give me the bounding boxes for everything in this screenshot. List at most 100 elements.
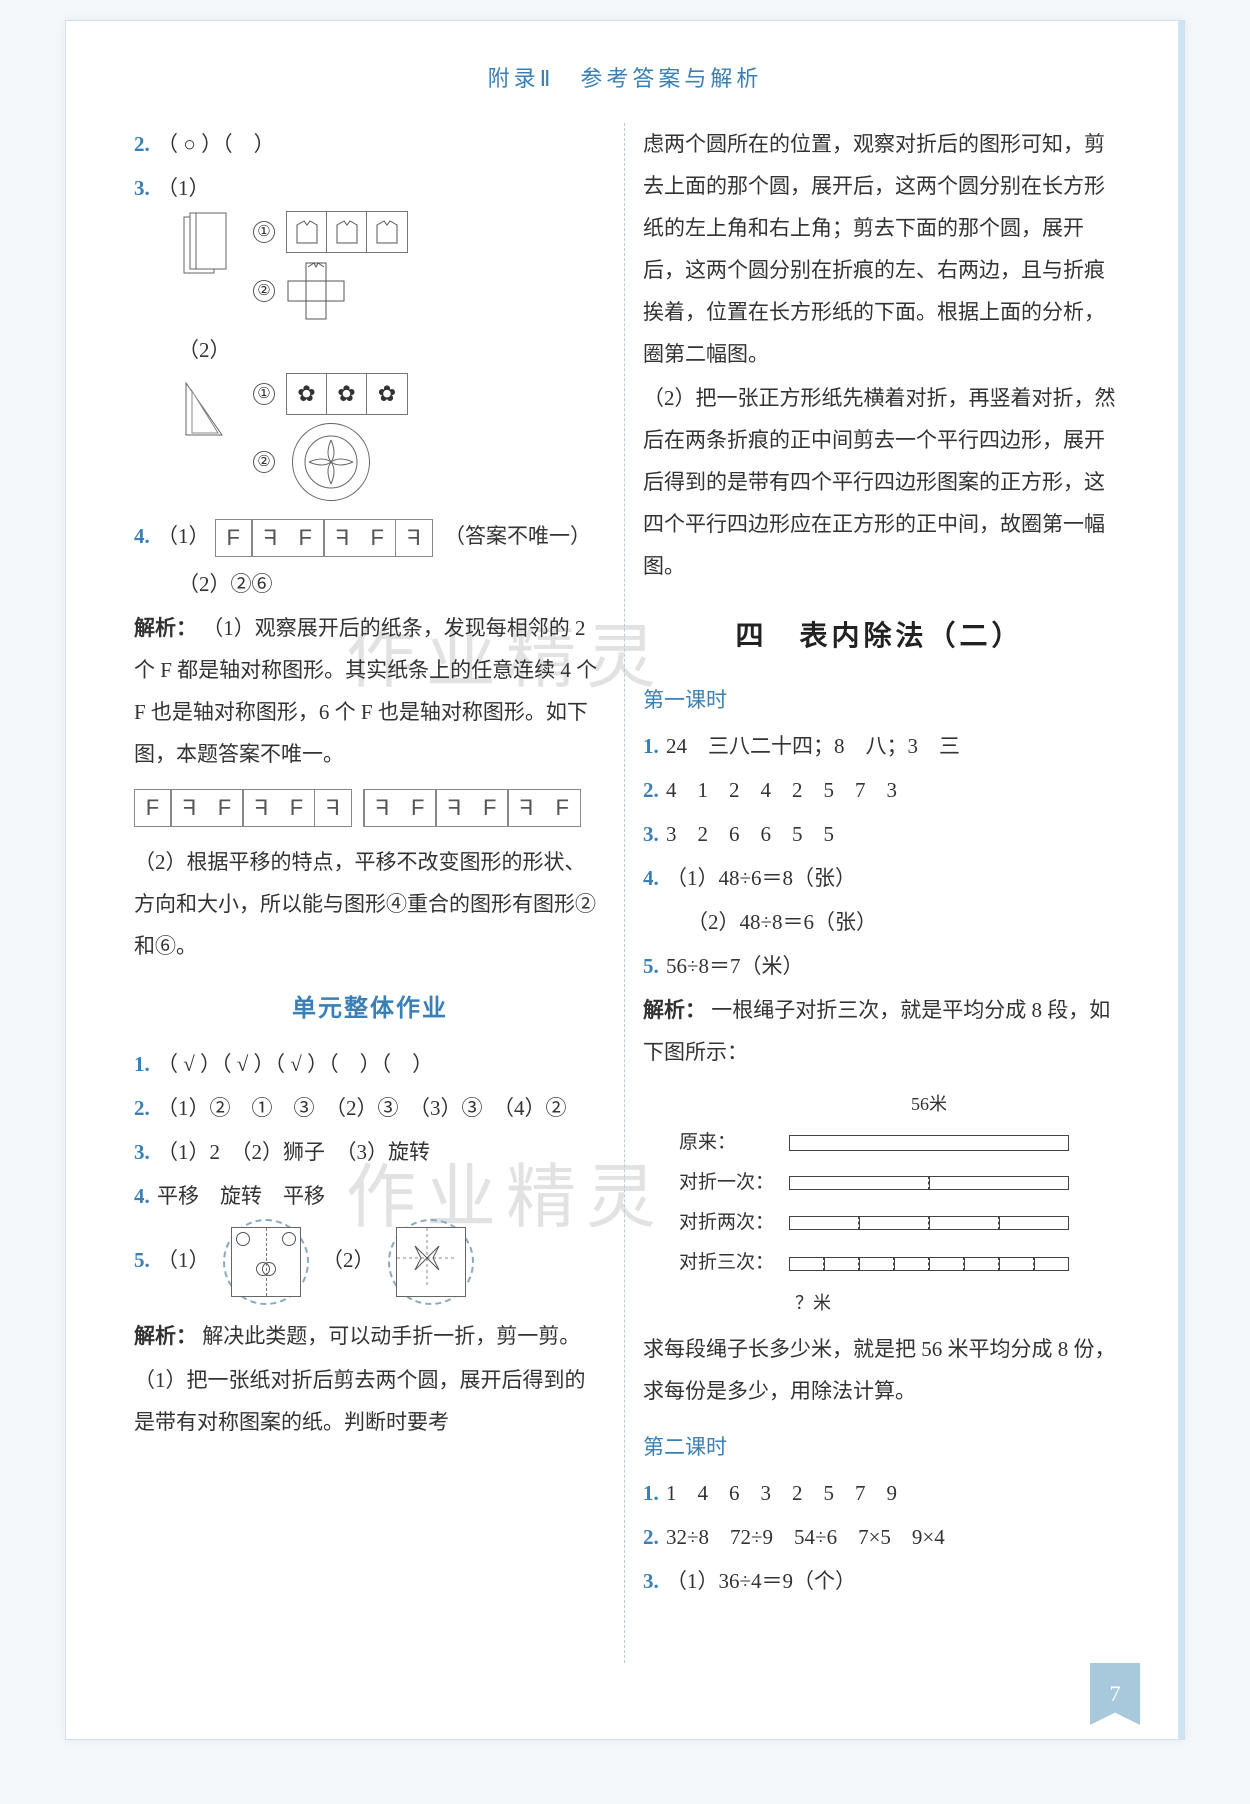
fold-bar: [789, 1135, 1069, 1151]
fold-row: 对折三次：: [679, 1245, 1116, 1281]
q3-block: 3. （1）: [134, 167, 606, 209]
u5-line: 5. （1） （2）: [134, 1219, 606, 1305]
u3-line: 3. （1）2 （2）狮子 （3）旋转: [134, 1131, 606, 1173]
lesson-1-title: 第一课时: [643, 679, 1116, 721]
q-number: 1.: [134, 1052, 150, 1076]
q2-answer: （ ○ ）（ ）: [157, 132, 275, 156]
u-analysis: 解析： 解决此类题，可以动手折一折，剪一剪。: [134, 1315, 606, 1357]
q-number: 3.: [134, 176, 150, 200]
l1-1-text: 24 三八二十四；8 八；3 三: [666, 734, 960, 758]
f-box-row: FFFFFF: [134, 789, 352, 827]
l2-1-text: 1 4 6 3 2 5 7 9: [666, 1481, 897, 1505]
q4-fbox-rows: FFFFFF FFFFFF: [134, 785, 606, 831]
folded-triangle-icon: [178, 373, 228, 443]
right-cont-1: 虑两个圆所在的位置，观察对折后的图形可知，剪去上面的那个圆，展开后，这两个圆分别…: [643, 123, 1116, 375]
q4-analysis: 解析： （1）观察展开后的纸条，发现每相邻的 2 个 F 都是轴对称图形。其实纸…: [134, 607, 606, 775]
cross-pattern-icon: [286, 261, 346, 321]
u1-line: 1. （ √ ）（ √ ）（ √ ）（ ）（ ）: [134, 1043, 606, 1085]
l2-2: 2. 32÷8 72÷9 54÷6 7×5 9×4: [643, 1516, 1116, 1558]
analysis-label: 解析：: [134, 1324, 197, 1348]
fold-row: 对折两次：: [679, 1205, 1116, 1241]
l1-4a-text: （1）48÷6＝8（张）: [666, 866, 856, 890]
q-number: 2.: [134, 1096, 150, 1120]
right-cont-2: （2）把一张正方形纸先横着对折，再竖着对折，然后在两条折痕的正中间剪去一个平行四…: [643, 377, 1116, 587]
q4-analysis-1: （1）观察展开后的纸条，发现每相邻的 2 个 F 都是轴对称图形。其实纸条上的任…: [134, 616, 597, 766]
fold-total-label: 56米: [789, 1087, 1069, 1121]
chapter-title: 四 表内除法（二）: [643, 609, 1116, 665]
unit-section-title: 单元整体作业: [134, 985, 606, 1033]
l1-analysis: 解析： 一根绳子对折三次，就是平均分成 8 段，如下图所示：: [643, 989, 1116, 1073]
u5-a: （1）: [157, 1248, 210, 1272]
page-number-tab: 7: [1090, 1663, 1140, 1725]
fold-row: 对折一次：: [679, 1165, 1116, 1201]
columns: 2. （ ○ ）（ ） 3. （1） ①: [116, 123, 1134, 1663]
q5-figure-1-icon: [223, 1219, 309, 1305]
l1-analysis-text: 一根绳子对折三次，就是平均分成 8 段，如下图所示：: [643, 998, 1110, 1064]
q-number: 3.: [134, 1140, 150, 1164]
q-number: 3.: [643, 1569, 659, 1593]
fold-row-label: 对折三次：: [679, 1245, 789, 1281]
fold-row-label: 对折一次：: [679, 1165, 789, 1201]
l1-conclusion: 求每段绳子长多少米，就是把 56 米平均分成 8 份，求每份是多少，用除法计算。: [643, 1328, 1116, 1412]
l2-3: 3. （1）36÷4＝9（个）: [643, 1560, 1116, 1602]
l1-2-text: 4 1 2 4 2 5 7 3: [666, 778, 897, 802]
l1-3: 3. 3 2 6 6 5 5: [643, 813, 1116, 855]
q4-sub2: （2）②⑥: [178, 572, 273, 596]
l1-2: 2. 4 1 2 4 2 5 7 3: [643, 769, 1116, 811]
page-header: 附录Ⅱ 参考答案与解析: [116, 61, 1134, 93]
l1-3-text: 3 2 6 6 5 5: [666, 822, 834, 846]
u-analysis-intro: 解决此类题，可以动手折一折，剪一剪。: [202, 1324, 580, 1348]
l2-2-text: 32÷8 72÷9 54÷6 7×5 9×4: [666, 1525, 945, 1549]
u-analysis-1: （1）把一张纸对折后剪去两个圆，展开后得到的是带有对称图案的纸。判断时要考: [134, 1359, 606, 1443]
folded-paper-icon: [178, 211, 228, 281]
u5-b: （2）: [322, 1248, 375, 1272]
lesson-2-title: 第二课时: [643, 1426, 1116, 1468]
fold-seg-row: [789, 1176, 1069, 1190]
butterfly-row-icon: ✿✿✿: [286, 373, 408, 415]
q-number: 2.: [643, 1525, 659, 1549]
circle-2-icon: ②: [253, 280, 275, 302]
q3-sub1: （1）: [157, 176, 210, 200]
f-box-row: FFFFFF: [215, 519, 433, 557]
l1-5: 5. 56÷8＝7（米）: [643, 945, 1116, 987]
circle-2-icon: ②: [253, 451, 275, 473]
f-box-row: FFFFFF: [363, 789, 581, 827]
l1-4b: （2）48÷8＝6（张）: [643, 901, 1116, 943]
fold-q-label: ？米: [795, 1286, 1116, 1320]
q4-suffix: （答案不唯一）: [444, 524, 591, 548]
q4-sub1: （1）: [157, 524, 210, 548]
q-number: 3.: [643, 822, 659, 846]
q3-2-label: （2）: [134, 329, 606, 371]
q-number: 4.: [643, 866, 659, 890]
q5-figure-2-icon: [388, 1219, 474, 1305]
analysis-label: 解析：: [643, 998, 706, 1022]
round-pattern-icon: [292, 423, 370, 501]
shirt-row-icon: [286, 211, 408, 253]
fold-seg-row: [789, 1257, 1069, 1271]
circle-1-icon: ①: [253, 383, 275, 405]
circle-1-icon: ①: [253, 221, 275, 243]
u2-answer: （1）② ① ③ （2）③ （3）③ （4）②: [157, 1096, 567, 1120]
u4-answer: 平移 旋转 平移: [157, 1184, 325, 1208]
q4-line1: 4. （1） FFFFFF （答案不唯一）: [134, 515, 606, 561]
fold-diagram: 56米 原来： 对折一次： 对折两次： 对折三次： ？米: [679, 1087, 1116, 1320]
left-column: 2. （ ○ ）（ ） 3. （1） ①: [116, 123, 625, 1663]
fold-row-label: 原来：: [679, 1125, 789, 1161]
u3-answer: （1）2 （2）狮子 （3）旋转: [157, 1140, 430, 1164]
q-number: 5.: [643, 954, 659, 978]
q3-1-figures: ① ②: [134, 211, 606, 321]
fold-row: 原来：: [679, 1125, 1116, 1161]
right-column: 虑两个圆所在的位置，观察对折后的图形可知，剪去上面的那个圆，展开后，这两个圆分别…: [625, 123, 1134, 1663]
u4-line: 4. 平移 旋转 平移: [134, 1175, 606, 1217]
analysis-label: 解析：: [134, 616, 197, 640]
q-number: 4.: [134, 524, 150, 548]
q3-2-figures: ① ✿✿✿ ②: [134, 373, 606, 501]
q-number: 1.: [643, 734, 659, 758]
l2-1: 1. 1 4 6 3 2 5 7 9: [643, 1472, 1116, 1514]
q-number: 5.: [134, 1248, 150, 1272]
l1-4a: 4. （1）48÷6＝8（张）: [643, 857, 1116, 899]
u2-line: 2. （1）② ① ③ （2）③ （3）③ （4）②: [134, 1087, 606, 1129]
q-number: 1.: [643, 1481, 659, 1505]
l1-5-text: 56÷8＝7（米）: [666, 954, 804, 978]
page: 附录Ⅱ 参考答案与解析 作业精灵 作业精灵 2. （ ○ ）（ ） 3. （1）: [65, 20, 1185, 1740]
